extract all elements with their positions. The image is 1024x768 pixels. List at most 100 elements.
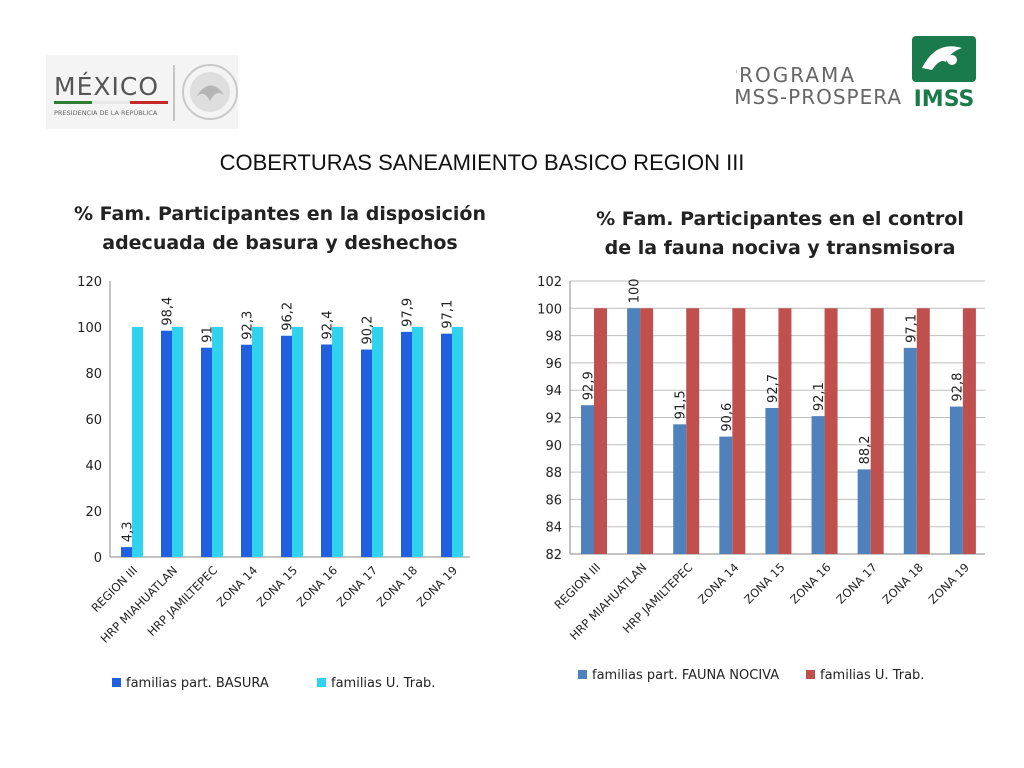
y-tick-label: 60 bbox=[85, 413, 102, 428]
chart1-title: % Fam. Participantes en la disposición a… bbox=[73, 203, 487, 254]
bar-basura bbox=[241, 344, 252, 557]
page-title: COBERTURAS SANEAMIENTO BASICO REGION III bbox=[219, 150, 745, 175]
data-label: 91,5 bbox=[674, 390, 689, 419]
bar-familias-u-trab bbox=[916, 308, 930, 554]
bar-familias-u-trab bbox=[372, 327, 383, 557]
bar-familias-u-trab bbox=[686, 308, 700, 554]
bar-fauna bbox=[811, 416, 825, 554]
bar-familias-u-trab bbox=[824, 308, 838, 554]
legend-swatch bbox=[317, 678, 326, 687]
legend-swatch bbox=[578, 670, 587, 679]
data-label: 4,3 bbox=[121, 521, 136, 542]
data-label: 92,8 bbox=[950, 373, 965, 402]
bar-familias-u-trab bbox=[732, 308, 746, 554]
imss-logo-brand: IMSS bbox=[914, 87, 975, 112]
y-tick-label: 100 bbox=[537, 302, 562, 317]
mexico-logo-brand: MÉXICO bbox=[54, 72, 159, 101]
y-tick-label: 82 bbox=[545, 548, 562, 563]
bar-basura bbox=[401, 331, 412, 557]
data-label: 100 bbox=[628, 278, 643, 303]
mexico-presidencia-logo: MÉXICO PRESIDENCIA DE LA REPÚBLICA bbox=[46, 55, 238, 129]
legend-label: familias U. Trab. bbox=[820, 668, 924, 683]
data-label: 92,7 bbox=[766, 374, 781, 403]
bar-fauna bbox=[765, 407, 779, 554]
bar-basura bbox=[201, 347, 212, 557]
data-label: 98,4 bbox=[161, 297, 176, 326]
data-label: 96,2 bbox=[281, 302, 296, 331]
data-label: 92,1 bbox=[812, 382, 827, 411]
x-tick-label: ZONA 18 bbox=[879, 560, 925, 606]
y-tick-label: 102 bbox=[537, 275, 562, 290]
chart2-title: % Fam. Participantes en el control de la… bbox=[596, 208, 964, 259]
bar-familias-u-trab bbox=[172, 327, 183, 557]
bar-familias-u-trab bbox=[292, 327, 303, 557]
x-tick-label: HRP MIAHUATLAN bbox=[567, 560, 649, 642]
data-label: 92,3 bbox=[241, 311, 256, 340]
bar-fauna bbox=[857, 469, 871, 554]
legend-swatch bbox=[806, 670, 815, 679]
imss-eagle-icon bbox=[912, 36, 976, 82]
legend-swatch bbox=[112, 678, 121, 687]
data-label: 92,9 bbox=[582, 371, 597, 400]
bar-familias-u-trab bbox=[640, 308, 654, 554]
data-label: 90,2 bbox=[361, 316, 376, 345]
y-tick-label: 90 bbox=[545, 439, 562, 454]
bar-basura bbox=[441, 333, 452, 557]
bar-basura bbox=[161, 330, 172, 557]
data-label: 90,6 bbox=[720, 403, 735, 432]
y-tick-label: 100 bbox=[77, 321, 102, 336]
bar-basura bbox=[281, 335, 292, 557]
imss-prospera-logo: PROGRAMA IMSS-PROSPERA IMSS bbox=[736, 36, 976, 112]
y-tick-label: 98 bbox=[545, 330, 562, 345]
y-tick-label: 120 bbox=[77, 275, 102, 290]
bar-familias-u-trab bbox=[252, 327, 263, 557]
legend-label: familias part. BASURA bbox=[126, 676, 269, 691]
bar-familias-u-trab bbox=[132, 327, 143, 557]
bar-basura bbox=[121, 547, 132, 557]
coat-of-arms-icon bbox=[182, 64, 238, 120]
data-label: 97,1 bbox=[441, 300, 456, 329]
bar-familias-u-trab bbox=[778, 308, 792, 554]
mexico-logo-subtitle: PRESIDENCIA DE LA REPÚBLICA bbox=[54, 108, 158, 117]
bar-basura bbox=[361, 349, 372, 557]
x-tick-label: ZONA 14 bbox=[695, 560, 741, 606]
y-tick-label: 20 bbox=[85, 505, 102, 520]
bar-fauna bbox=[673, 424, 687, 554]
data-label: 97,9 bbox=[401, 298, 416, 327]
y-tick-label: 86 bbox=[545, 493, 562, 508]
bar-fauna bbox=[903, 347, 917, 554]
y-tick-label: 96 bbox=[545, 357, 562, 372]
bar-basura bbox=[321, 344, 332, 557]
bar-familias-u-trab bbox=[962, 308, 976, 554]
bar-familias-u-trab bbox=[870, 308, 884, 554]
data-label: 92,4 bbox=[321, 311, 336, 340]
bar-familias-u-trab bbox=[212, 327, 223, 557]
bar-fauna bbox=[949, 406, 963, 554]
x-tick-label: ZONA 19 bbox=[926, 560, 972, 606]
y-tick-label: 0 bbox=[94, 551, 102, 566]
y-tick-label: 80 bbox=[85, 367, 102, 382]
y-tick-label: 92 bbox=[545, 412, 562, 427]
data-label: 88,2 bbox=[858, 435, 873, 464]
bar-familias-u-trab bbox=[452, 327, 463, 557]
bar-fauna bbox=[581, 405, 594, 554]
legend-label: familias part. FAUNA NOCIVA bbox=[592, 668, 779, 683]
imss-logo-line2: IMSS-PROSPERA bbox=[736, 85, 902, 109]
y-tick-label: 94 bbox=[545, 384, 562, 399]
imss-logo-line1: PROGRAMA bbox=[736, 63, 856, 87]
data-label: 97,1 bbox=[904, 314, 919, 343]
bar-fauna bbox=[627, 308, 641, 554]
legend-label: familias U. Trab. bbox=[331, 676, 435, 691]
x-tick-label: ZONA 15 bbox=[741, 560, 787, 606]
bar-familias-u-trab bbox=[594, 308, 607, 554]
x-tick-label: ZONA 17 bbox=[833, 560, 879, 606]
y-tick-label: 88 bbox=[545, 466, 562, 481]
y-tick-label: 84 bbox=[545, 521, 562, 536]
x-tick-label: ZONA 16 bbox=[787, 560, 833, 606]
bar-fauna bbox=[719, 436, 733, 554]
data-label: 91 bbox=[201, 326, 216, 343]
bar-familias-u-trab bbox=[332, 327, 343, 557]
bar-familias-u-trab bbox=[412, 327, 423, 557]
